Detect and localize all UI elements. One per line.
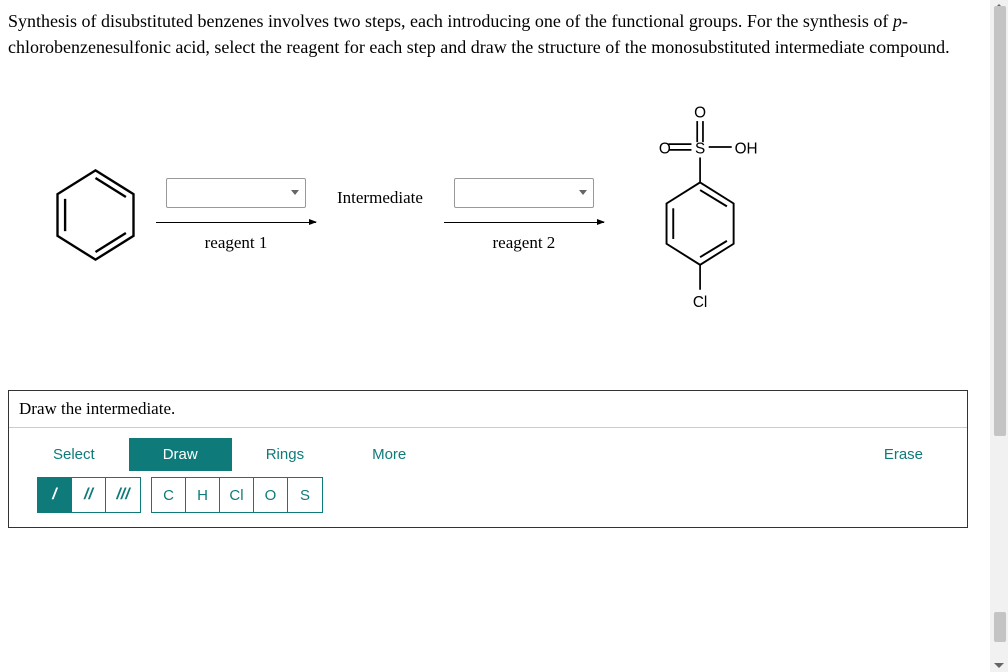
tool-row: / // /// C H Cl O S [9, 477, 967, 527]
tab-rings[interactable]: Rings [232, 438, 338, 471]
scroll-down-icon[interactable] [994, 663, 1004, 668]
editor-tabs: Select Draw Rings More Erase [9, 428, 967, 477]
tab-more[interactable]: More [338, 438, 440, 471]
reagent-2-block: reagent 2 [439, 178, 609, 253]
erase-button[interactable]: Erase [850, 438, 957, 471]
triple-bond-icon: /// [116, 486, 129, 504]
atom-cl-button[interactable]: Cl [220, 478, 254, 512]
chevron-down-icon [579, 190, 587, 195]
reagent-1-dropdown[interactable] [166, 178, 306, 208]
svg-text:S: S [695, 141, 705, 158]
product-structure: O O S OH Cl [637, 100, 767, 330]
atom-s-button[interactable]: S [288, 478, 322, 512]
atom-tool-group: C H Cl O S [151, 477, 323, 513]
reagent-1-label: reagent 1 [205, 233, 268, 253]
reaction-scheme: reagent 1 Intermediate reagent 2 O O S O… [48, 100, 968, 330]
atom-o-button[interactable]: O [254, 478, 288, 512]
svg-text:OH: OH [734, 141, 757, 158]
scrollbar[interactable] [990, 0, 1008, 672]
reagent-1-block: reagent 1 [151, 178, 321, 253]
single-bond-icon: / [52, 486, 56, 504]
reaction-arrow-2 [444, 222, 604, 223]
tab-select[interactable]: Select [19, 438, 129, 471]
svg-text:O: O [694, 104, 706, 121]
bond-tool-group: / // /// [37, 477, 141, 513]
reagent-2-label: reagent 2 [493, 233, 556, 253]
benzene-structure [48, 160, 143, 270]
question-text: Synthesis of disubstituted benzenes invo… [8, 8, 968, 60]
scrollbar-thumb[interactable] [994, 6, 1006, 436]
double-bond-button[interactable]: // [72, 478, 106, 512]
editor-title: Draw the intermediate. [9, 391, 967, 428]
atom-h-button[interactable]: H [186, 478, 220, 512]
reaction-arrow-1 [156, 222, 316, 223]
structure-editor: Draw the intermediate. Select Draw Rings… [8, 390, 968, 528]
tab-draw[interactable]: Draw [129, 438, 232, 471]
reagent-2-dropdown[interactable] [454, 178, 594, 208]
double-bond-icon: // [84, 486, 93, 504]
intermediate-label: Intermediate [337, 188, 423, 208]
triple-bond-button[interactable]: /// [106, 478, 140, 512]
atom-c-button[interactable]: C [152, 478, 186, 512]
scrollbar-thumb-lower[interactable] [994, 612, 1006, 642]
chevron-down-icon [291, 190, 299, 195]
svg-text:Cl: Cl [693, 294, 707, 311]
single-bond-button[interactable]: / [38, 478, 72, 512]
